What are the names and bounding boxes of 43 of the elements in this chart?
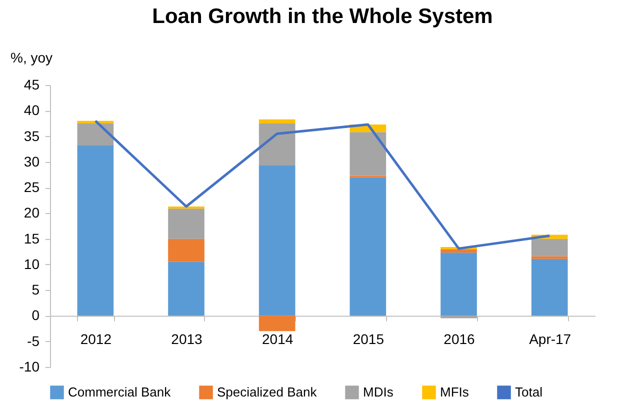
y-tick-label: 10 [24, 256, 40, 272]
bar [168, 262, 204, 316]
y-tick-label: 0 [32, 307, 40, 324]
x-tick-label: Apr-17 [529, 331, 572, 348]
y-tick-label: 25 [24, 179, 40, 196]
legend-label: MFIs [440, 384, 470, 400]
bar [350, 177, 386, 316]
y-tick-label: 40 [24, 102, 40, 118]
legend-label: MDIs [363, 384, 394, 400]
y-tick-label: -5 [27, 332, 40, 349]
bar [168, 238, 204, 262]
legend-label: Specialized Bank [217, 384, 318, 400]
y-axis-title: %, yoy [10, 50, 53, 66]
bar [350, 132, 386, 176]
bar [440, 252, 477, 316]
y-tick-label: 15 [24, 230, 40, 246]
x-tick-label: 2014 [262, 331, 294, 348]
bar [77, 146, 114, 316]
y-tick-label: 20 [24, 204, 40, 221]
bar [258, 119, 296, 124]
bar [531, 238, 568, 256]
y-tick-label: 30 [24, 153, 40, 170]
bar [440, 316, 477, 318]
x-tick-label: 2013 [171, 331, 203, 348]
bar [440, 249, 477, 253]
y-tick-label: -10 [19, 358, 40, 374]
bar [531, 258, 568, 316]
legend-label: Commercial Bank [68, 384, 172, 400]
y-tick-label: 5 [32, 282, 40, 298]
y-tick-label: 45 [24, 76, 40, 92]
bar [531, 256, 568, 259]
chart-title: Loan Growth in the Whole System [152, 5, 493, 28]
bar [77, 123, 114, 146]
x-tick-label: 2012 [80, 331, 112, 348]
x-tick-label: 2016 [444, 331, 476, 348]
bar [258, 123, 296, 166]
bar [258, 316, 296, 332]
bar [168, 208, 204, 239]
y-tick-label: 35 [24, 128, 40, 144]
line-series [94, 120, 551, 250]
x-tick-label: 2015 [352, 331, 384, 348]
legend-label: Total [515, 384, 543, 400]
bar [258, 166, 296, 316]
